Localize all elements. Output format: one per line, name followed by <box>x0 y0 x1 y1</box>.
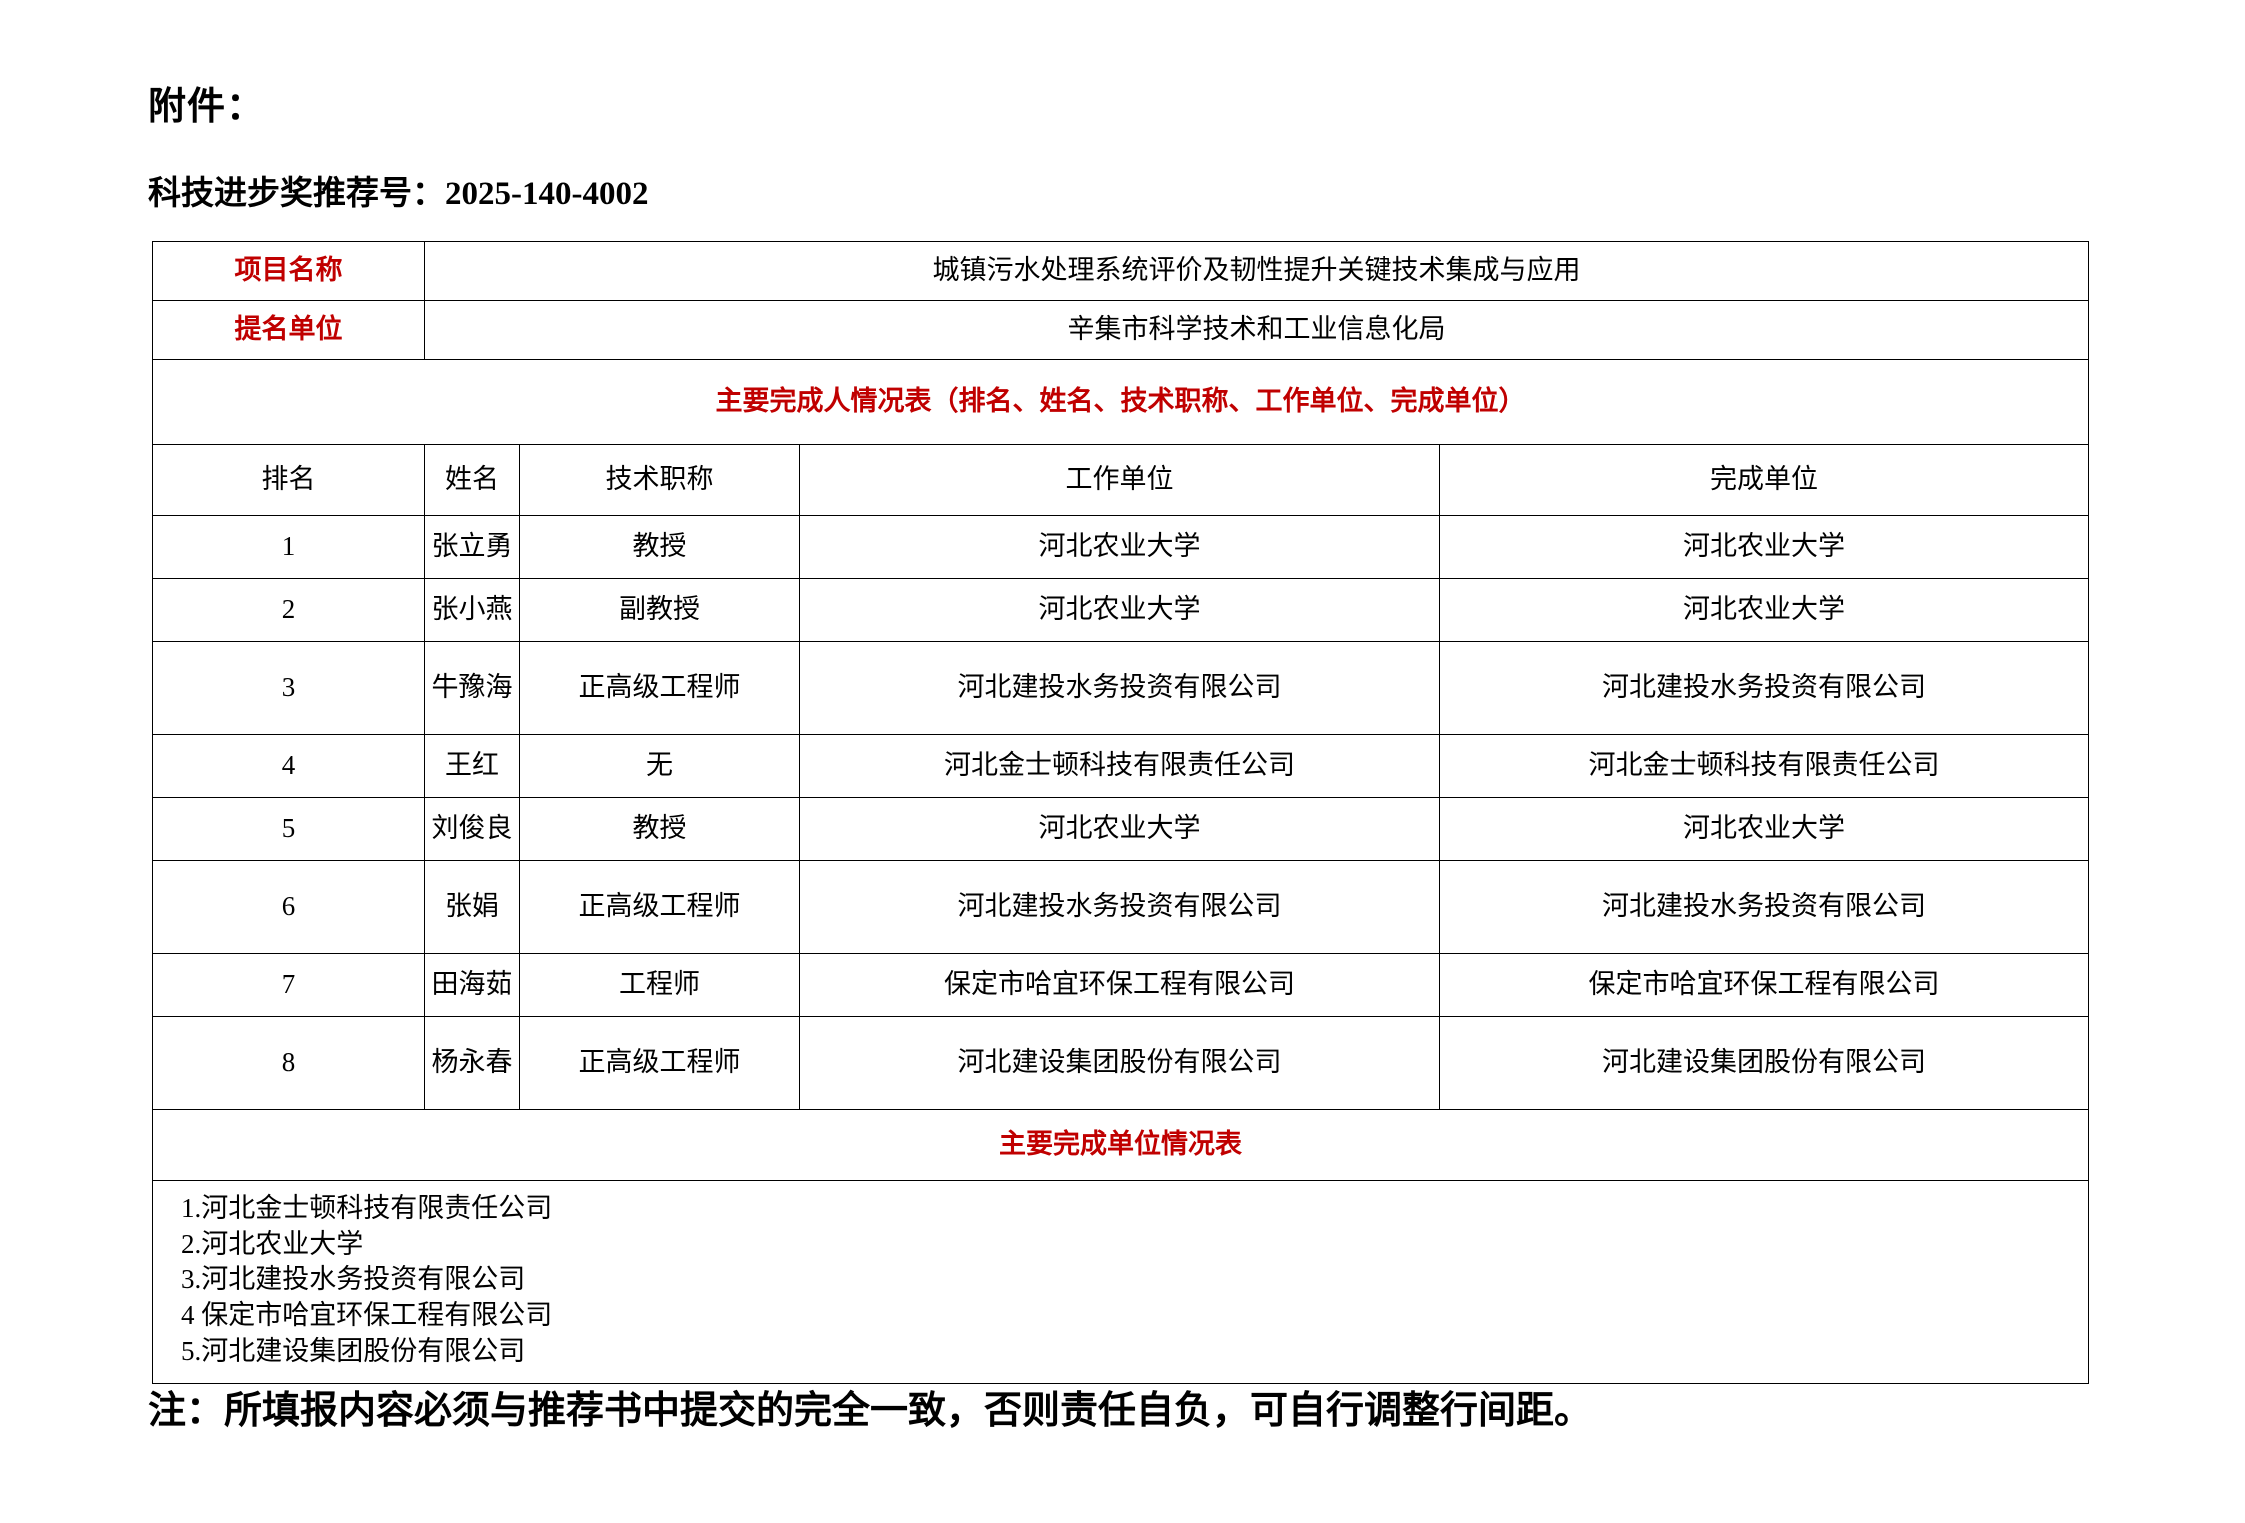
project-name-value: 城镇污水处理系统评价及韧性提升关键技术集成与应用 <box>423 241 2090 301</box>
cell-completion-unit: 河北建设集团股份有限公司 <box>1438 1016 2090 1110</box>
cell-name: 刘俊良 <box>424 797 520 861</box>
attachment-label: 附件： <box>148 86 266 128</box>
cell-name: 张小燕 <box>424 578 520 642</box>
unit-list: 1.河北金士顿科技有限责任公司 2.河北农业大学 3.河北建投水务投资有限公司 … <box>151 1179 2090 1385</box>
table-row: 1 张立勇 教授 河北农业大学 河北农业大学 <box>152 515 2090 579</box>
table-row: 8 杨永春 正高级工程师 河北建设集团股份有限公司 河北建设集团股份有限公司 <box>152 1016 2090 1110</box>
table-row: 5 刘俊良 教授 河北农业大学 河北农业大学 <box>152 797 2090 861</box>
cell-title: 正高级工程师 <box>519 641 800 735</box>
cell-name: 牛豫海 <box>424 641 520 735</box>
cell-completion-unit: 河北金士顿科技有限责任公司 <box>1438 734 2090 798</box>
cell-rank: 5 <box>152 797 425 861</box>
cell-work-unit: 河北建投水务投资有限公司 <box>799 860 1440 954</box>
cell-title: 教授 <box>519 515 800 579</box>
cell-title: 正高级工程师 <box>519 860 800 954</box>
table-row-person-section-title: 主要完成人情况表（排名、姓名、技术职称、工作单位、完成单位） <box>151 359 2090 445</box>
cell-work-unit: 河北农业大学 <box>799 797 1440 861</box>
cell-completion-unit: 保定市哈宜环保工程有限公司 <box>1438 953 2090 1017</box>
cell-name: 王红 <box>424 734 520 798</box>
column-header-work-unit: 工作单位 <box>799 444 1440 516</box>
list-item: 3.河北建投水务投资有限公司 <box>181 1264 526 1295</box>
cell-completion-unit: 河北建投水务投资有限公司 <box>1438 641 2090 735</box>
cell-completion-unit: 河北农业大学 <box>1438 797 2090 861</box>
cell-name: 张立勇 <box>424 515 520 579</box>
cell-rank: 3 <box>152 641 425 735</box>
column-header-rank: 排名 <box>152 444 425 516</box>
cell-title: 副教授 <box>519 578 800 642</box>
list-item: 2.河北农业大学 <box>181 1228 364 1259</box>
cell-work-unit: 河北建设集团股份有限公司 <box>799 1016 1440 1110</box>
recommendation-number: 2025-140-4002 <box>445 176 649 212</box>
cell-work-unit: 河北农业大学 <box>799 578 1440 642</box>
table-row-unit-section-title: 主要完成单位情况表 <box>151 1109 2090 1181</box>
column-header-name: 姓名 <box>424 444 520 516</box>
nominating-unit-label: 提名单位 <box>152 300 425 360</box>
cell-title: 教授 <box>519 797 800 861</box>
project-name-label: 项目名称 <box>152 241 425 301</box>
cell-title: 工程师 <box>519 953 800 1017</box>
table-row-project-name: 项目名称 城镇污水处理系统评价及韧性提升关键技术集成与应用 <box>152 241 2090 301</box>
table-row: 6 张娟 正高级工程师 河北建投水务投资有限公司 河北建投水务投资有限公司 <box>152 860 2090 954</box>
recommendation-line: 科技进步奖推荐号：2025-140-4002 <box>148 178 648 211</box>
list-item: 4 保定市哈宜环保工程有限公司 <box>181 1299 553 1330</box>
table-row: 2 张小燕 副教授 河北农业大学 河北农业大学 <box>152 578 2090 642</box>
cell-completion-unit: 河北农业大学 <box>1438 515 2090 579</box>
award-table: 项目名称 城镇污水处理系统评价及韧性提升关键技术集成与应用 提名单位 辛集市科学… <box>151 241 2090 1385</box>
person-section-title: 主要完成人情况表（排名、姓名、技术职称、工作单位、完成单位） <box>151 359 2090 445</box>
cell-work-unit: 河北建投水务投资有限公司 <box>799 641 1440 735</box>
cell-rank: 2 <box>152 578 425 642</box>
cell-rank: 7 <box>152 953 425 1017</box>
table-row: 4 王红 无 河北金士顿科技有限责任公司 河北金士顿科技有限责任公司 <box>152 734 2090 798</box>
cell-work-unit: 河北金士顿科技有限责任公司 <box>799 734 1440 798</box>
cell-rank: 4 <box>152 734 425 798</box>
table-row-unit-list: 1.河北金士顿科技有限责任公司 2.河北农业大学 3.河北建投水务投资有限公司 … <box>151 1179 2090 1385</box>
table-row: 3 牛豫海 正高级工程师 河北建投水务投资有限公司 河北建投水务投资有限公司 <box>152 641 2090 735</box>
cell-name: 杨永春 <box>424 1016 520 1110</box>
column-header-title: 技术职称 <box>519 444 800 516</box>
cell-name: 田海茹 <box>424 953 520 1017</box>
footer-note: 注：所填报内容必须与推荐书中提交的完全一致，否则责任自负，可自行调整行间距。 <box>148 1390 1593 1432</box>
cell-title: 无 <box>519 734 800 798</box>
cell-title: 正高级工程师 <box>519 1016 800 1110</box>
cell-work-unit: 河北农业大学 <box>799 515 1440 579</box>
cell-work-unit: 保定市哈宜环保工程有限公司 <box>799 953 1440 1017</box>
cell-rank: 6 <box>152 860 425 954</box>
recommendation-label: 科技进步奖推荐号： <box>148 176 445 212</box>
nominating-unit-value: 辛集市科学技术和工业信息化局 <box>423 300 2090 360</box>
column-header-completion-unit: 完成单位 <box>1438 444 2090 516</box>
list-item: 1.河北金士顿科技有限责任公司 <box>181 1193 553 1223</box>
list-item: 5.河北建设集团股份有限公司 <box>181 1335 526 1366</box>
table-row-column-headers: 排名 姓名 技术职称 工作单位 完成单位 <box>152 444 2090 516</box>
table-row-nominating-unit: 提名单位 辛集市科学技术和工业信息化局 <box>152 300 2090 360</box>
cell-rank: 8 <box>152 1016 425 1110</box>
cell-completion-unit: 河北建投水务投资有限公司 <box>1438 860 2090 954</box>
cell-completion-unit: 河北农业大学 <box>1438 578 2090 642</box>
unit-section-title: 主要完成单位情况表 <box>151 1109 2090 1181</box>
cell-rank: 1 <box>152 515 425 579</box>
table-row: 7 田海茹 工程师 保定市哈宜环保工程有限公司 保定市哈宜环保工程有限公司 <box>152 953 2090 1017</box>
cell-name: 张娟 <box>424 860 520 954</box>
